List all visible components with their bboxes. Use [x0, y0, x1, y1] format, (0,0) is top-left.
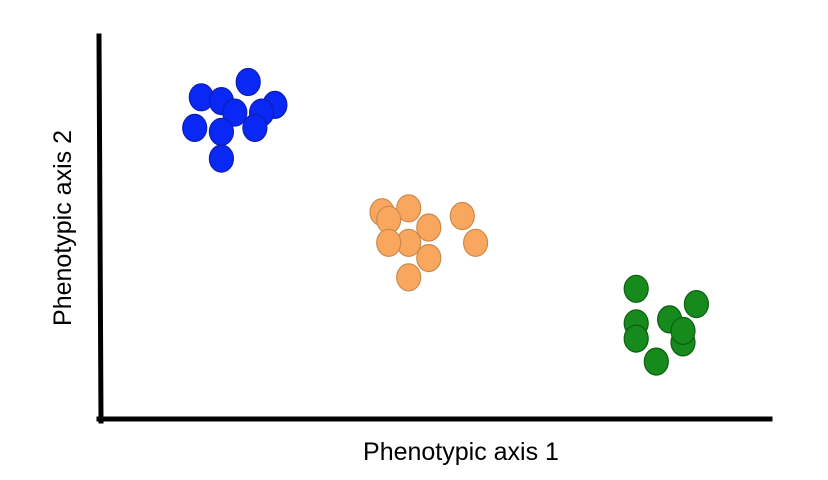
scatter-point-series-1-10: [208, 144, 234, 173]
scatter-point-series-2-6: [376, 228, 402, 257]
scatter-point-series-1-7: [182, 113, 208, 143]
y-axis-line: [96, 33, 104, 424]
scatter-point-series-2-9: [416, 244, 442, 273]
scatter-point-series-3-6: [623, 324, 649, 353]
scatter-point-series-3-2: [683, 290, 710, 319]
scatter-point-series-3-8: [643, 347, 669, 376]
scatter-point-series-2-10: [396, 263, 422, 292]
scatter-point-series-1-8: [208, 117, 234, 146]
x-axis-label: Phenotypic axis 1: [363, 438, 559, 466]
scatter-point-series-2-7: [416, 213, 442, 242]
scatter-point-series-1-9: [242, 113, 268, 143]
scatter-point-series-2-8: [463, 228, 489, 257]
scatter-point-series-2-1: [396, 194, 422, 223]
y-axis-label: Phenotypic axis 2: [49, 130, 77, 326]
scatter-point-series-2-4: [449, 201, 475, 231]
scatter-point-series-3-7: [670, 316, 696, 345]
scatter-point-series-3-1: [623, 274, 649, 303]
scatter-point-series-1-1: [235, 67, 261, 97]
scatter-point-series-1-4: [222, 98, 248, 127]
plot-points: [182, 67, 710, 376]
